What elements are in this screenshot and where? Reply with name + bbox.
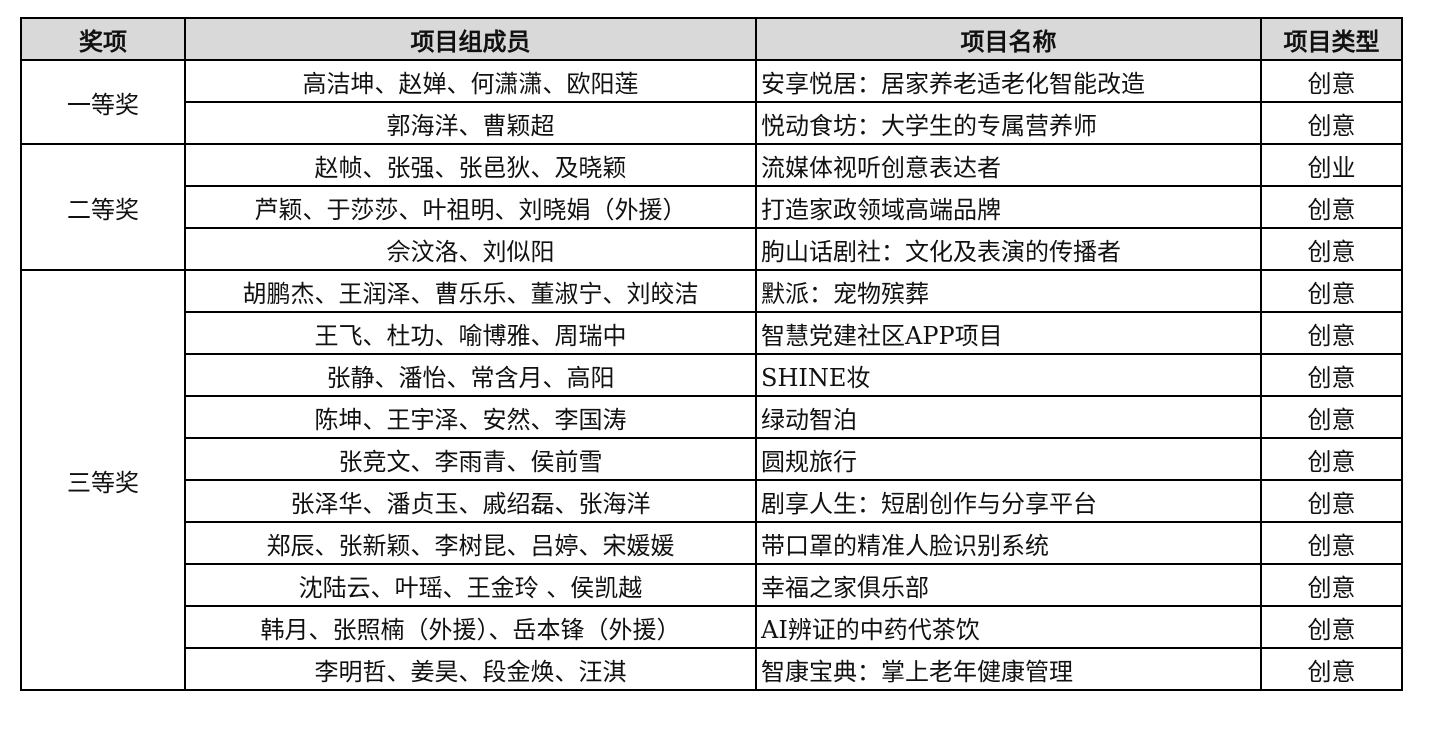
project-cell: 圆规旅行 — [755, 437, 1262, 481]
project-cell: AI辨证的中药代茶饮 — [755, 605, 1262, 649]
project-cell: 朐山话剧社：文化及表演的传播者 — [755, 227, 1262, 271]
project-cell: 智慧党建社区APP项目 — [755, 311, 1262, 355]
type-cell: 创意 — [1260, 101, 1403, 145]
members-cell: 张静、潘怡、常含月、高阳 — [184, 353, 757, 397]
table-row: 李明哲、姜昊、段金焕、汪淇 智康宝典：掌上老年健康管理 创意 — [21, 647, 1403, 691]
table-row: 韩月、张照楠（外援）、岳本锋（外援） AI辨证的中药代茶饮 创意 — [21, 605, 1403, 649]
table-row: 佘汶洛、刘似阳 朐山话剧社：文化及表演的传播者 创意 — [21, 227, 1403, 271]
type-cell: 创意 — [1260, 563, 1403, 607]
type-cell: 创意 — [1260, 227, 1403, 271]
project-cell: 流媒体视听创意表达者 — [755, 143, 1262, 187]
members-cell: 韩月、张照楠（外援）、岳本锋（外援） — [184, 605, 757, 649]
project-cell: 带口罩的精准人脸识别系统 — [755, 521, 1262, 565]
table-row: 张静、潘怡、常含月、高阳 SHINE妆 创意 — [21, 353, 1403, 397]
award-table: 奖项 项目组成员 项目名称 项目类型 一等奖 高洁坤、赵婵、何潇潇、欧阳莲 安享悦居… — [20, 17, 1403, 691]
type-cell: 创意 — [1260, 605, 1403, 649]
members-cell: 王飞、杜功、喻博雅、周瑞中 — [184, 311, 757, 355]
type-cell: 创意 — [1260, 185, 1403, 229]
type-cell: 创意 — [1260, 353, 1403, 397]
project-cell: 打造家政领域高端品牌 — [755, 185, 1262, 229]
table-row: 二等奖 赵帧、张强、张邑狄、及晓颖 流媒体视听创意表达者 创业 — [20, 143, 1403, 271]
members-cell: 李明哲、姜昊、段金焕、汪淇 — [184, 647, 757, 691]
project-cell: 默派：宠物殡葬 — [755, 269, 1262, 313]
type-cell: 创业 — [1260, 143, 1403, 187]
members-cell: 佘汶洛、刘似阳 — [184, 227, 757, 271]
members-cell: 郭海洋、曹颖超 — [184, 101, 757, 145]
project-cell: 绿动智泊 — [755, 395, 1262, 439]
table-row: 沈陆云、叶瑶、王金玲 、侯凯越 幸福之家俱乐部 创意 — [21, 563, 1403, 607]
members-cell: 张泽华、潘贞玉、戚绍磊、张海洋 — [184, 479, 757, 523]
type-cell: 创意 — [1260, 647, 1403, 691]
members-cell: 赵帧、张强、张邑狄、及晓颖 — [184, 143, 757, 187]
header-project: 项目名称 — [755, 17, 1262, 61]
project-cell: 智康宝典：掌上老年健康管理 — [755, 647, 1262, 691]
table-row: 三等奖 胡鹏杰、王润泽、曹乐乐、董淑宁、刘皎洁 默派：宠物殡葬 创意 — [20, 269, 1403, 691]
award-cell: 二等奖 — [20, 143, 186, 271]
type-cell: 创意 — [1260, 59, 1403, 103]
table-row: 张泽华、潘贞玉、戚绍磊、张海洋 剧享人生：短剧创作与分享平台 创意 — [21, 479, 1403, 523]
project-cell: 安享悦居：居家养老适老化智能改造 — [755, 59, 1262, 103]
members-cell: 芦颖、于莎莎、叶祖明、刘晓娟（外援） — [184, 185, 757, 229]
header-members: 项目组成员 — [184, 17, 757, 61]
header-type: 项目类型 — [1260, 17, 1403, 61]
table-row: 一等奖 高洁坤、赵婵、何潇潇、欧阳莲 安享悦居：居家养老适老化智能改造 创意 — [20, 59, 1403, 145]
type-cell: 创意 — [1260, 521, 1403, 565]
table-row: 张竞文、李雨青、侯前雪 圆规旅行 创意 — [21, 437, 1403, 481]
type-cell: 创意 — [1260, 311, 1403, 355]
project-cell: 幸福之家俱乐部 — [755, 563, 1262, 607]
header-award: 奖项 — [20, 17, 186, 61]
members-cell: 郑辰、张新颖、李树昆、吕婷、宋媛媛 — [184, 521, 757, 565]
type-cell: 创意 — [1260, 269, 1403, 313]
members-cell: 胡鹏杰、王润泽、曹乐乐、董淑宁、刘皎洁 — [184, 269, 757, 313]
table-row: 陈坤、王宇泽、安然、李国涛 绿动智泊 创意 — [21, 395, 1403, 439]
table-row: 郑辰、张新颖、李树昆、吕婷、宋媛媛 带口罩的精准人脸识别系统 创意 — [21, 521, 1403, 565]
type-cell: 创意 — [1260, 437, 1403, 481]
table-row: 王飞、杜功、喻博雅、周瑞中 智慧党建社区APP项目 创意 — [21, 311, 1403, 355]
type-cell: 创意 — [1260, 479, 1403, 523]
table-row: 芦颖、于莎莎、叶祖明、刘晓娟（外援） 打造家政领域高端品牌 创意 — [21, 185, 1403, 229]
table-row: 郭海洋、曹颖超 悦动食坊：大学生的专属营养师 创意 — [21, 101, 1403, 145]
award-cell: 三等奖 — [20, 269, 186, 691]
project-cell: 悦动食坊：大学生的专属营养师 — [755, 101, 1262, 145]
members-cell: 高洁坤、赵婵、何潇潇、欧阳莲 — [184, 59, 757, 103]
members-cell: 陈坤、王宇泽、安然、李国涛 — [184, 395, 757, 439]
project-cell: SHINE妆 — [755, 353, 1262, 397]
members-cell: 沈陆云、叶瑶、王金玲 、侯凯越 — [184, 563, 757, 607]
members-cell: 张竞文、李雨青、侯前雪 — [184, 437, 757, 481]
award-cell: 一等奖 — [20, 59, 186, 145]
header-row: 奖项 项目组成员 项目名称 项目类型 — [20, 17, 1403, 61]
project-cell: 剧享人生：短剧创作与分享平台 — [755, 479, 1262, 523]
type-cell: 创意 — [1260, 395, 1403, 439]
